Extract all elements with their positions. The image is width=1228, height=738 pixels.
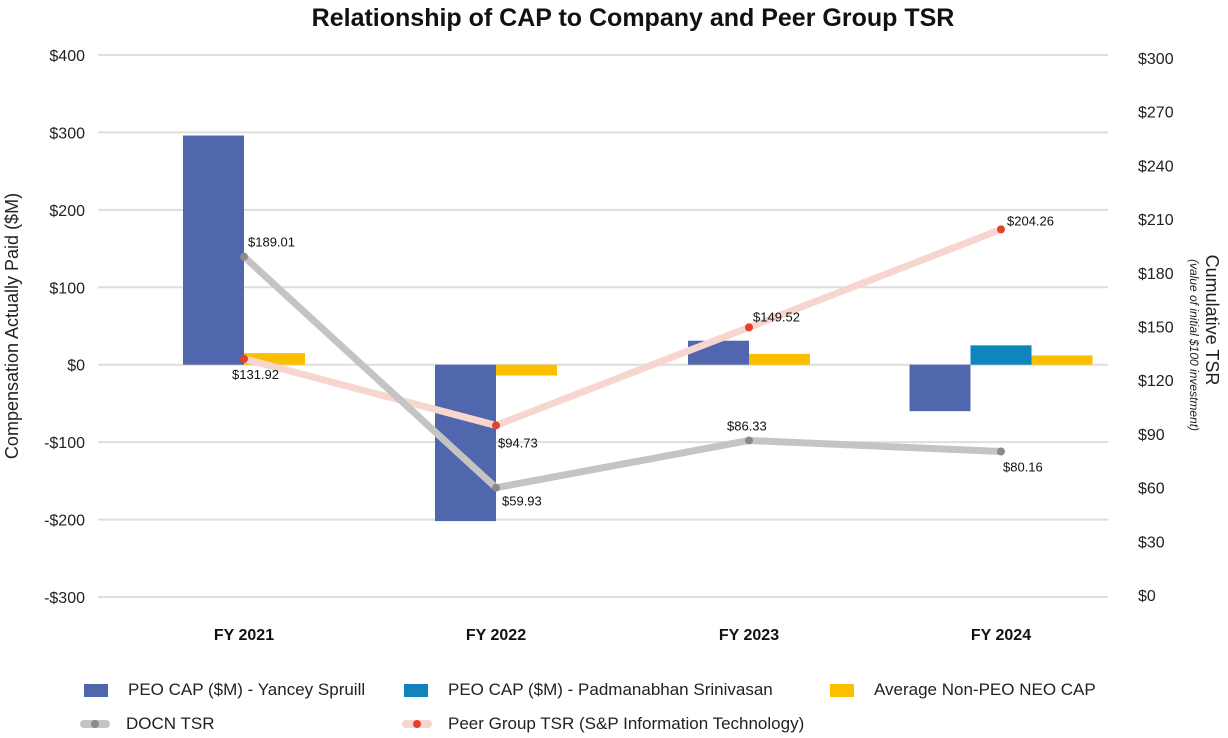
right-axis-ticks: $300 $270 $240 $210 $180 $150 $120 $90 $60 $30 $0	[1138, 51, 1174, 605]
data-label-peer: $204.26	[1007, 213, 1054, 228]
data-label-docn: $80.16	[1003, 460, 1043, 475]
legend-item-non-peo[interactable]: Average Non-PEO NEO CAP	[830, 680, 1096, 700]
left-tick-label: -$100	[44, 435, 85, 452]
bar-peo-cap-m-padmanabhan-srinivasan-fy-2024	[970, 345, 1032, 365]
marker-docn	[745, 436, 753, 445]
bar-average-non-peo-neo-cap-fy-2023	[749, 353, 810, 365]
legend-swatch-non-peo	[830, 683, 854, 697]
bar-peo-cap-m-yancey-spruill-fy-2024	[909, 364, 971, 412]
bar-average-non-peo-neo-cap-fy-2021	[244, 353, 305, 365]
marker-docn	[997, 447, 1005, 456]
data-label-peer: $94.73	[498, 435, 538, 450]
legend-item-peer-tsr[interactable]: Peer Group TSR (S&P Information Technolo…	[402, 714, 804, 734]
lines: $131.92 $94.73 $149.52 $204.26 $189.01 $59.93…	[232, 213, 1054, 508]
right-tick-label: $240	[1138, 158, 1174, 175]
legend-item-srinivasan[interactable]: PEO CAP ($M) - Padmanabhan Srinivasan	[404, 680, 773, 700]
category-label: FY 2024	[971, 627, 1031, 644]
left-tick-label: $300	[49, 125, 85, 142]
left-tick-label: $100	[49, 280, 85, 297]
right-tick-label: $90	[1138, 427, 1165, 444]
left-tick-label: $0	[67, 358, 85, 375]
legend-label: DOCN TSR	[126, 714, 215, 733]
right-tick-label: $180	[1138, 266, 1174, 283]
left-axis-label: Compensation Actually Paid ($M)	[2, 193, 22, 459]
left-tick-label: $400	[49, 48, 85, 65]
data-label-docn: $59.93	[502, 494, 542, 509]
bar-average-non-peo-neo-cap-fy-2024	[1031, 355, 1093, 365]
data-label-peer: $149.52	[753, 309, 800, 324]
right-tick-label: $30	[1138, 534, 1165, 551]
legend-label: PEO CAP ($M) - Yancey Spruill	[128, 680, 366, 699]
chart-title: Relationship of CAP to Company and Peer …	[312, 4, 955, 32]
marker-docn	[240, 252, 248, 261]
right-tick-label: $60	[1138, 481, 1165, 498]
category-label: FY 2022	[466, 627, 526, 644]
right-tick-label: $270	[1138, 105, 1174, 122]
legend-line-peer	[402, 720, 432, 728]
left-tick-label: -$200	[44, 513, 85, 530]
legend-label: PEO CAP ($M) - Padmanabhan Srinivasan	[448, 680, 773, 699]
left-tick-label: $200	[49, 203, 85, 220]
data-label-peer: $131.92	[232, 367, 279, 382]
right-axis-sublabel: (value of initial $100 investment)	[1187, 259, 1201, 431]
left-tick-label: -$300	[44, 590, 85, 607]
line-docn-tsr	[240, 253, 1005, 492]
bar-average-non-peo-neo-cap-fy-2022	[496, 364, 557, 376]
line-peer-group-tsr	[240, 225, 1005, 429]
marker-docn	[492, 483, 500, 492]
legend-swatch-srinivasan	[404, 683, 428, 697]
legend-item-spruill[interactable]: PEO CAP ($M) - Yancey Spruill	[84, 680, 365, 700]
marker-peer	[492, 421, 500, 430]
right-tick-label: $0	[1138, 588, 1156, 605]
right-tick-label: $150	[1138, 320, 1174, 337]
legend-label: Average Non-PEO NEO CAP	[874, 680, 1096, 699]
legend-label: Peer Group TSR (S&P Information Technolo…	[448, 714, 805, 733]
right-tick-label: $210	[1138, 212, 1174, 229]
category-label: FY 2021	[214, 627, 274, 644]
legend-line-docn	[80, 720, 110, 728]
legend-swatch-spruill	[84, 683, 108, 697]
data-label-docn: $189.01	[248, 235, 295, 250]
bars	[183, 135, 1093, 522]
gridlines	[98, 54, 1108, 598]
category-labels: FY 2021 FY 2022 FY 2023 FY 2024	[214, 627, 1031, 644]
marker-peer	[745, 323, 753, 332]
bar-peo-cap-m-yancey-spruill-fy-2021	[183, 135, 244, 365]
right-tick-label: $300	[1138, 51, 1174, 68]
right-axis-label: Cumulative TSR	[1202, 255, 1222, 386]
marker-peer	[997, 225, 1005, 234]
left-axis-ticks: $400 $300 $200 $100 $0 -$100 -$200 -$300	[44, 48, 85, 607]
data-label-docn: $86.33	[727, 418, 767, 433]
category-label: FY 2023	[719, 627, 779, 644]
legend-item-docn-tsr[interactable]: DOCN TSR	[80, 714, 214, 734]
chart: Relationship of CAP to Company and Peer …	[2, 4, 1222, 644]
marker-peer	[240, 354, 248, 363]
right-tick-label: $120	[1138, 373, 1174, 390]
